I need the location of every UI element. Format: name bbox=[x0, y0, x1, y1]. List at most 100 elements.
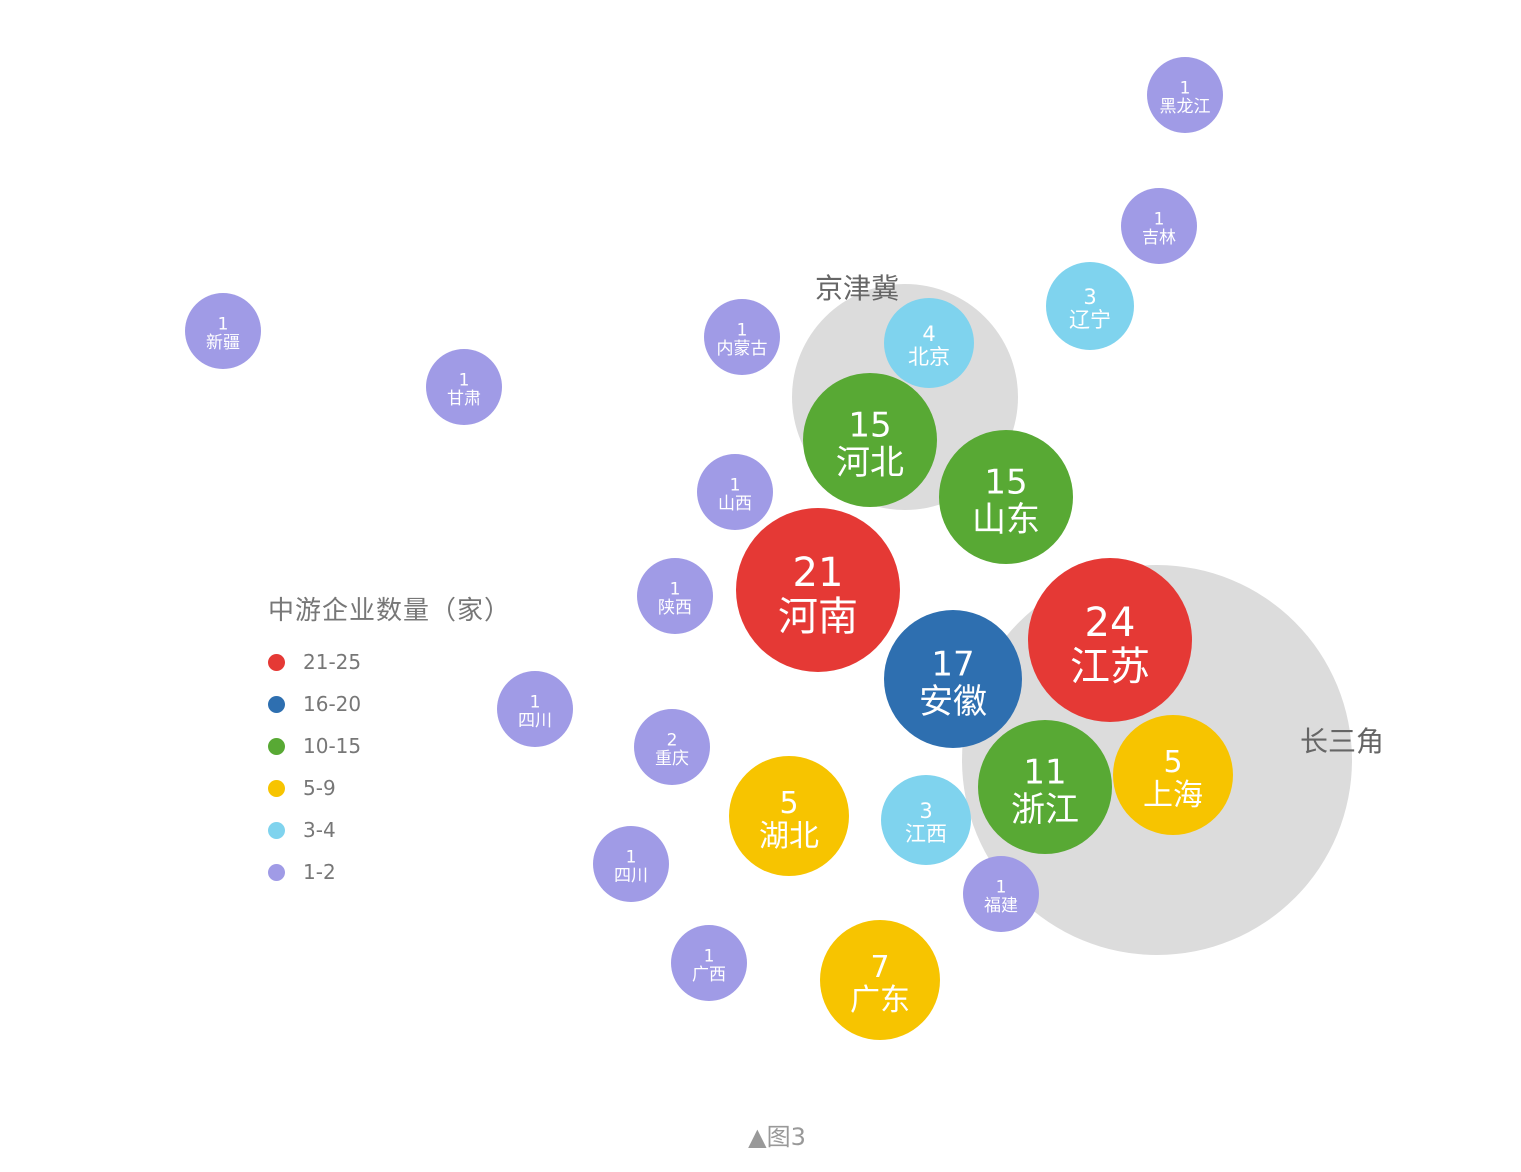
bubble-name: 河北 bbox=[836, 443, 904, 483]
figure-caption: ▲图3 bbox=[748, 1123, 806, 1151]
bubble-value: 1 bbox=[996, 877, 1007, 897]
bubble-name: 山西 bbox=[718, 494, 752, 514]
bubble-circle bbox=[978, 720, 1112, 854]
bubble-circle bbox=[963, 856, 1039, 932]
legend-label: 10-15 bbox=[303, 734, 362, 758]
bubble: 1吉林 bbox=[1121, 188, 1197, 264]
bubble-circle bbox=[704, 299, 780, 375]
bubble-value: 1 bbox=[530, 692, 541, 712]
legend-dot-icon bbox=[268, 779, 285, 797]
region-label: 京津冀 bbox=[815, 272, 899, 305]
bubble-value: 1 bbox=[670, 579, 681, 599]
bubble-value: 2 bbox=[667, 730, 678, 750]
bubble: 5湖北 bbox=[729, 756, 849, 876]
bubble-name: 广东 bbox=[850, 983, 910, 1018]
bubble-circle bbox=[634, 709, 710, 785]
bubble-value: 5 bbox=[1163, 745, 1182, 780]
bubble: 1山西 bbox=[697, 454, 773, 530]
bubble-name: 江西 bbox=[905, 822, 947, 846]
bubble-value: 1 bbox=[737, 320, 748, 340]
bubble-name: 甘肃 bbox=[447, 389, 481, 409]
bubble-value: 5 bbox=[779, 786, 798, 821]
bubble-circle bbox=[1121, 188, 1197, 264]
legend-item: 21-25 bbox=[268, 641, 511, 683]
bubble-value: 4 bbox=[922, 322, 935, 346]
bubble-value: 24 bbox=[1085, 600, 1136, 646]
bubble: 1甘肃 bbox=[426, 349, 502, 425]
legend-item: 16-20 bbox=[268, 683, 511, 725]
bubble-name: 新疆 bbox=[206, 333, 240, 353]
bubble-name: 四川 bbox=[614, 866, 648, 886]
bubble-value: 1 bbox=[626, 847, 637, 867]
bubble: 2重庆 bbox=[634, 709, 710, 785]
bubble-circle bbox=[884, 298, 974, 388]
bubble-circle bbox=[426, 349, 502, 425]
bubble: 1福建 bbox=[963, 856, 1039, 932]
legend: 中游企业数量（家） 21-25 16-20 10-15 5-9 3-4 1-2 bbox=[268, 590, 511, 893]
bubble-value: 1 bbox=[730, 475, 741, 495]
bubble-circle bbox=[697, 454, 773, 530]
bubble: 7广东 bbox=[820, 920, 940, 1040]
legend-item: 10-15 bbox=[268, 725, 511, 767]
bubble-name: 安徽 bbox=[919, 682, 987, 722]
bubble-name: 四川 bbox=[518, 711, 552, 731]
bubble-circle bbox=[637, 558, 713, 634]
bubble-name: 内蒙古 bbox=[717, 339, 768, 359]
bubble: 3辽宁 bbox=[1046, 262, 1134, 350]
legend-label: 5-9 bbox=[303, 776, 336, 800]
legend-title: 中游企业数量（家） bbox=[268, 596, 512, 626]
bubble-circle bbox=[1113, 715, 1233, 835]
bubble-value: 1 bbox=[1154, 209, 1165, 229]
bubble-value: 15 bbox=[984, 463, 1027, 503]
bubble-circle bbox=[497, 671, 573, 747]
bubble-value: 17 bbox=[931, 645, 974, 685]
bubble-circle bbox=[1046, 262, 1134, 350]
bubble: 3江西 bbox=[881, 775, 971, 865]
bubble-value: 21 bbox=[793, 550, 844, 596]
bubble-value: 11 bbox=[1023, 753, 1066, 793]
bubble-circle bbox=[185, 293, 261, 369]
bubble-name: 辽宁 bbox=[1069, 308, 1111, 332]
bubble: 1广西 bbox=[671, 925, 747, 1001]
legend-dot-icon bbox=[268, 653, 285, 671]
bubble-circle bbox=[939, 430, 1073, 564]
bubble-circle bbox=[881, 775, 971, 865]
bubble-name: 浙江 bbox=[1011, 790, 1079, 830]
bubble-value: 1 bbox=[459, 370, 470, 390]
legend-item: 1-2 bbox=[268, 851, 511, 893]
bubble-name: 黑龙江 bbox=[1160, 97, 1211, 117]
bubble: 1新疆 bbox=[185, 293, 261, 369]
bubble-value: 7 bbox=[870, 950, 889, 985]
bubble-value: 15 bbox=[848, 406, 891, 446]
legend-label: 3-4 bbox=[303, 818, 336, 842]
bubble-circle bbox=[1028, 558, 1192, 722]
bubble-circle bbox=[593, 826, 669, 902]
bubble-name: 北京 bbox=[908, 345, 950, 369]
legend-label: 21-25 bbox=[303, 650, 362, 674]
bubble-name: 湖北 bbox=[759, 819, 819, 854]
bubble: 1四川 bbox=[497, 671, 573, 747]
bubble-value: 1 bbox=[704, 946, 715, 966]
bubble-name: 福建 bbox=[984, 896, 1018, 916]
bubble-value: 3 bbox=[919, 799, 932, 823]
bubble-name: 山东 bbox=[972, 500, 1040, 540]
bubble-circle bbox=[729, 756, 849, 876]
bubble-value: 1 bbox=[1180, 78, 1191, 98]
bubble: 4北京 bbox=[884, 298, 974, 388]
legend-item: 5-9 bbox=[268, 767, 511, 809]
legend-dot-icon bbox=[268, 821, 285, 839]
legend-label: 1-2 bbox=[303, 860, 336, 884]
bubble-value: 3 bbox=[1083, 285, 1096, 309]
region-label: 长三角 bbox=[1300, 725, 1384, 758]
bubble-circle bbox=[736, 508, 900, 672]
legend-dot-icon bbox=[268, 737, 285, 755]
bubble-circle bbox=[820, 920, 940, 1040]
